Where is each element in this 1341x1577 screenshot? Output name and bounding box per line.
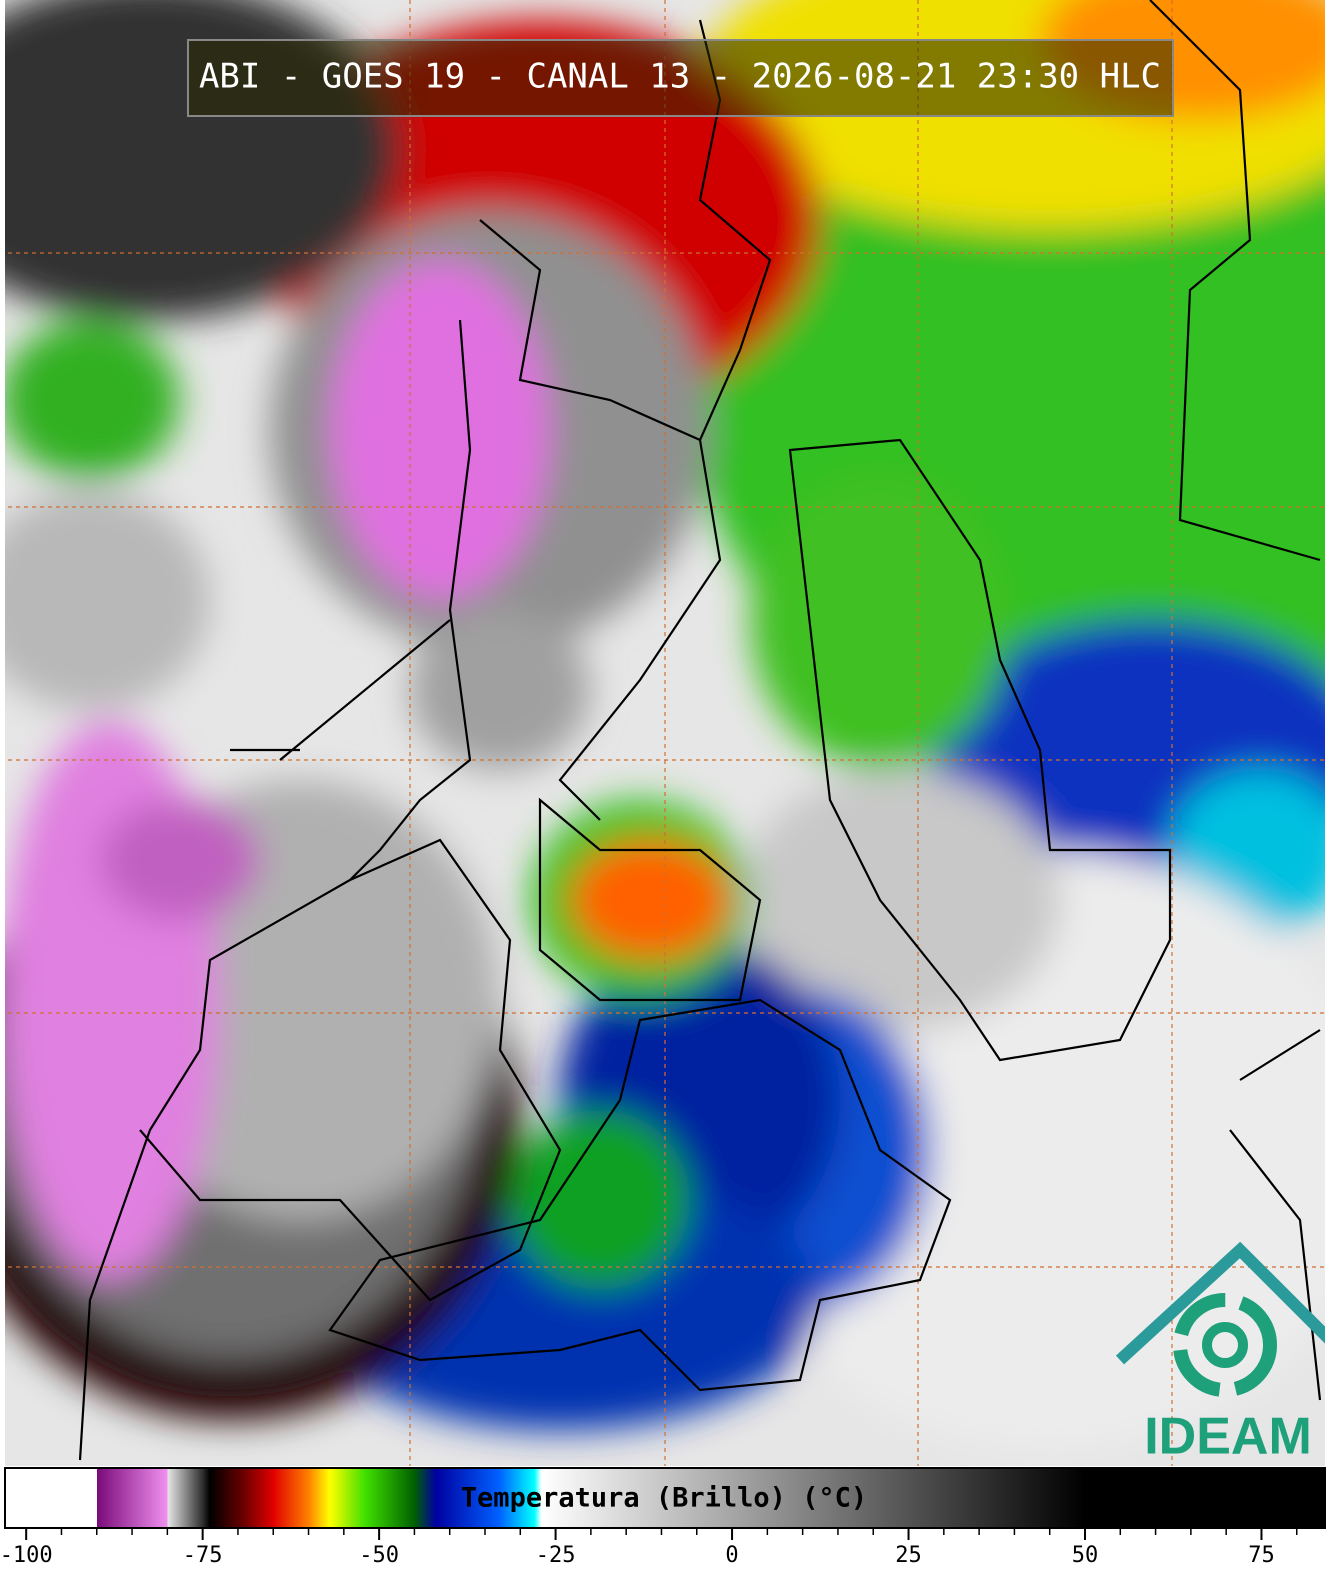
logo-text: IDEAM bbox=[1144, 1408, 1312, 1466]
colorbar-tick-label: 50 bbox=[1072, 1543, 1099, 1568]
satellite-image: IDEAM bbox=[5, 0, 1325, 1466]
colorbar-tick-label: -50 bbox=[359, 1543, 399, 1568]
colorbar-tick-label: -25 bbox=[536, 1543, 576, 1568]
title: ABI - GOES 19 - CANAL 13 - 2026-08-21 23… bbox=[199, 57, 1161, 97]
colorbar: Temperatura (Brillo) (°C) -100 -75 -50 -25 0… bbox=[0, 1467, 1326, 1568]
colorbar-tick-label: -100 bbox=[0, 1543, 53, 1568]
title-box bbox=[187, 39, 1174, 117]
colorbar-bar bbox=[4, 1467, 1326, 1529]
logo-spiral bbox=[1202, 1322, 1248, 1368]
colorbar-tick-label: -75 bbox=[183, 1543, 223, 1568]
colorbar-tick-label: 25 bbox=[895, 1543, 922, 1568]
colorbar-tick-label: 0 bbox=[725, 1543, 738, 1568]
logo-spiral bbox=[1173, 1293, 1277, 1397]
colorbar-tick-label: 75 bbox=[1248, 1543, 1275, 1568]
colorbar-label: Temperatura (Brillo) (°C) bbox=[461, 1483, 867, 1514]
logo-roof bbox=[1115, 1241, 1325, 1365]
